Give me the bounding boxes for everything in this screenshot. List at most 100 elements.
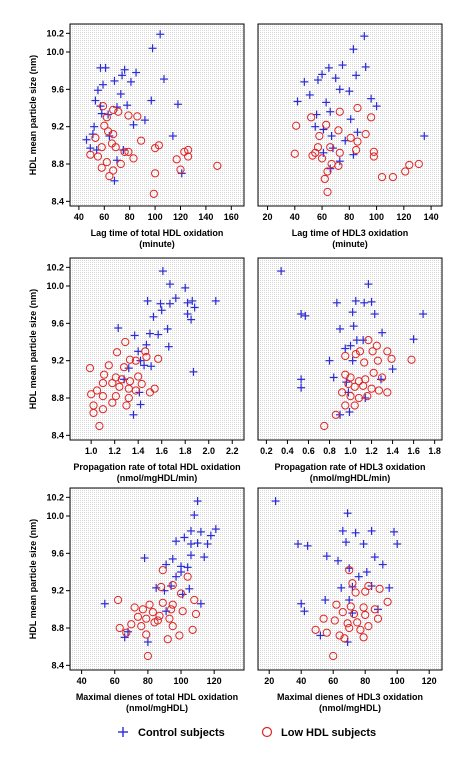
data-point-low-hdl <box>97 163 106 172</box>
y-tick-label: 9.2 <box>51 586 64 596</box>
series-low-hdl <box>320 336 416 431</box>
data-point-control <box>390 527 398 536</box>
data-point-low-hdl <box>91 133 100 142</box>
data-point-low-hdl <box>308 151 317 160</box>
data-point-control <box>154 330 163 339</box>
data-point-control <box>156 299 165 308</box>
data-point-low-hdl <box>322 120 331 129</box>
x-axis-label: (minute) <box>139 239 175 249</box>
data-point-low-hdl <box>109 105 118 114</box>
data-point-low-hdl <box>142 352 151 362</box>
data-point-control <box>93 86 102 95</box>
data-point-control <box>190 511 199 520</box>
data-point-low-hdl <box>388 172 398 182</box>
y-tick-label: 10.2 <box>46 28 64 38</box>
data-point-low-hdl <box>143 651 152 661</box>
data-point-control <box>346 115 355 124</box>
data-point-control <box>156 30 165 39</box>
data-point-control <box>277 267 286 276</box>
data-point-control <box>140 116 149 125</box>
series-low-hdl <box>86 102 222 198</box>
x-tick-label: 100 <box>148 212 163 222</box>
data-point-low-hdl <box>87 390 96 399</box>
y-tick-label: 8.8 <box>51 623 64 633</box>
x-tick-label: 120 <box>396 212 411 222</box>
data-point-low-hdl <box>114 107 123 116</box>
x-tick-label: 1.2 <box>365 446 378 456</box>
y-tick-label: 8.8 <box>51 393 64 403</box>
data-point-control <box>303 541 312 550</box>
chart-legend: Control subjects Low HDL subjects <box>118 726 376 739</box>
data-point-low-hdl <box>351 588 360 597</box>
data-point-low-hdl <box>346 392 355 401</box>
data-point-control <box>378 328 387 337</box>
data-point-control <box>362 568 371 576</box>
data-point-control <box>186 526 195 535</box>
data-point-control <box>353 128 362 137</box>
data-point-control <box>206 531 215 540</box>
data-point-control <box>300 77 309 86</box>
data-point-low-hdl <box>363 392 372 401</box>
plot-area <box>69 23 245 207</box>
x-axis-label: Maximal dienes of HDL3 oxidation <box>277 692 423 702</box>
data-point-low-hdl <box>115 623 124 633</box>
data-point-low-hdl <box>191 609 201 619</box>
data-point-control <box>168 554 177 563</box>
data-point-low-hdl <box>133 612 143 621</box>
data-point-control <box>172 572 181 581</box>
data-point-low-hdl <box>124 111 133 120</box>
data-point-control <box>104 110 113 119</box>
data-point-control <box>136 400 145 409</box>
data-point-low-hdl <box>317 154 327 163</box>
data-point-low-hdl <box>330 616 339 625</box>
data-point-low-hdl <box>407 355 416 364</box>
data-point-control <box>163 324 172 333</box>
data-point-control <box>143 638 152 646</box>
x-axis-label: (minute) <box>332 239 368 249</box>
panel-3: 1.0 1.2 1.4 1.6 1.8 2.0 2.2 8.4 8.8 9.2 9.6 10.0 10.… <box>28 257 245 483</box>
y-axis-label: HDL mean particle size (nm) <box>28 519 38 639</box>
data-point-low-hdl <box>157 582 166 592</box>
data-point-control <box>342 538 350 547</box>
data-point-low-hdl <box>165 614 174 623</box>
y-axis-label: HDL mean particle size (nm) <box>28 289 38 409</box>
y-tick-label: 9.6 <box>51 548 64 558</box>
data-point-control <box>119 146 128 154</box>
data-point-control <box>91 96 100 105</box>
data-point-low-hdl <box>387 354 396 363</box>
data-point-control <box>180 533 189 542</box>
data-point-low-hdl <box>354 393 364 403</box>
data-point-low-hdl <box>129 154 138 163</box>
legend-marker-low-hdl <box>261 726 273 738</box>
data-point-low-hdl <box>133 112 142 121</box>
data-point-low-hdl <box>100 121 109 130</box>
data-point-control <box>189 367 198 376</box>
data-point-control <box>348 356 357 365</box>
y-tick-label: 10.0 <box>46 47 64 57</box>
data-point-control <box>132 68 141 77</box>
data-point-low-hdl <box>154 141 164 150</box>
data-point-control <box>162 607 171 616</box>
legend-label-control: Control subjects <box>138 727 225 739</box>
data-point-control <box>349 322 358 331</box>
data-point-low-hdl <box>137 379 146 389</box>
data-point-control <box>338 61 347 70</box>
data-point-control <box>136 356 145 365</box>
data-point-low-hdl <box>323 167 332 176</box>
x-tick-label: 20 <box>263 212 273 222</box>
data-point-low-hdl <box>361 130 370 139</box>
data-point-low-hdl <box>348 579 357 588</box>
series-control <box>271 497 402 646</box>
x-tick-label: 1.6 <box>155 446 168 456</box>
data-point-low-hdl <box>369 368 378 377</box>
x-tick-label: 120 <box>207 676 222 686</box>
x-tick-label: 60 <box>99 212 109 222</box>
data-point-low-hdl <box>311 625 320 634</box>
data-point-control <box>293 97 302 106</box>
data-point-control <box>305 90 314 99</box>
data-point-low-hdl <box>188 625 197 634</box>
data-point-low-hdl <box>334 126 343 135</box>
y-tick-label: 9.6 <box>51 84 64 94</box>
data-point-low-hdl <box>349 609 359 619</box>
